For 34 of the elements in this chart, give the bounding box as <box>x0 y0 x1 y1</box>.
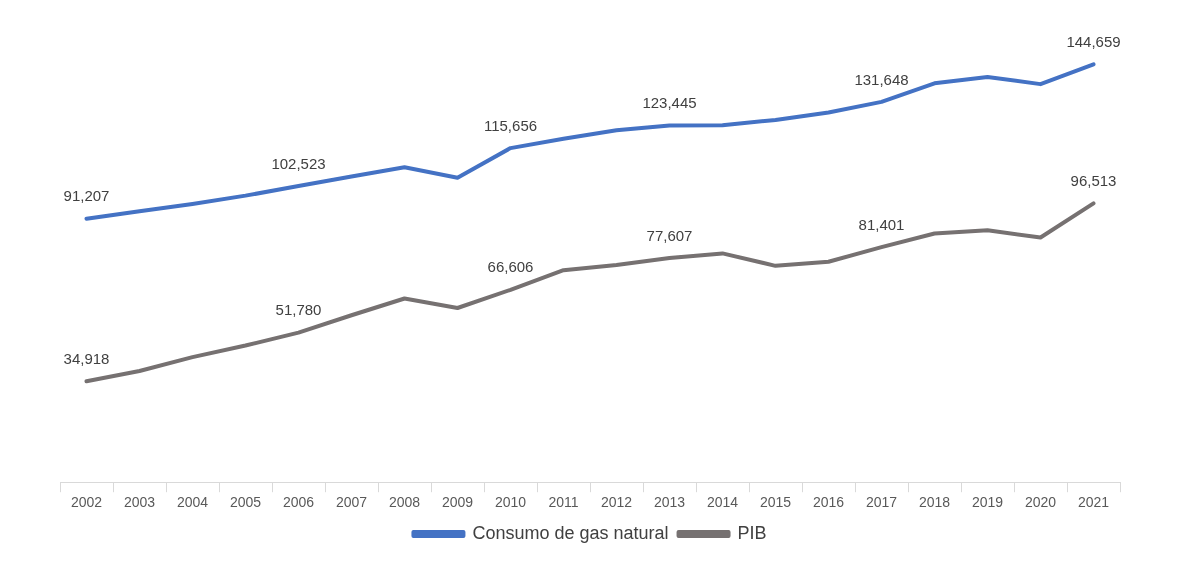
data-label: 66,606 <box>487 258 534 276</box>
x-tick-label: 2015 <box>759 494 792 511</box>
data-label: 123,445 <box>642 94 697 112</box>
data-label: 102,523 <box>271 154 326 172</box>
x-tick-label: 2017 <box>865 494 898 511</box>
x-tick-label: 2018 <box>918 494 951 511</box>
x-tick-label: 2003 <box>123 494 156 511</box>
x-tick-label: 2013 <box>653 494 686 511</box>
data-label: 34,918 <box>63 349 110 367</box>
x-tick-label: 2010 <box>494 494 527 511</box>
x-tick-label: 2009 <box>441 494 474 511</box>
x-tick-label: 2014 <box>706 494 739 511</box>
data-label: 115,656 <box>483 116 538 134</box>
data-label: 144,659 <box>1066 32 1121 50</box>
legend-label: PIB <box>737 522 767 543</box>
data-label: 51,780 <box>275 301 322 319</box>
data-label: 81,401 <box>858 215 905 233</box>
x-tick-label: 2002 <box>70 494 103 511</box>
x-tick-label: 2016 <box>812 494 845 511</box>
x-tick-label: 2020 <box>1024 494 1057 511</box>
x-tick-label: 2007 <box>335 494 368 511</box>
x-tick-label: 2005 <box>229 494 262 511</box>
legend-label: Consumo de gas natural <box>472 522 669 543</box>
data-label: 91,207 <box>63 187 110 205</box>
data-label: 96,513 <box>1070 172 1117 190</box>
x-tick-label: 2019 <box>971 494 1004 511</box>
x-tick-label: 2008 <box>388 494 421 511</box>
data-label: 131,648 <box>854 70 909 88</box>
x-tick-label: 2004 <box>176 494 209 511</box>
x-tick-label: 2011 <box>548 494 579 511</box>
x-tick-label: 2012 <box>600 494 633 511</box>
data-label: 77,607 <box>646 226 693 244</box>
x-tick-label: 2021 <box>1077 494 1110 511</box>
x-tick-label: 2006 <box>282 494 315 511</box>
